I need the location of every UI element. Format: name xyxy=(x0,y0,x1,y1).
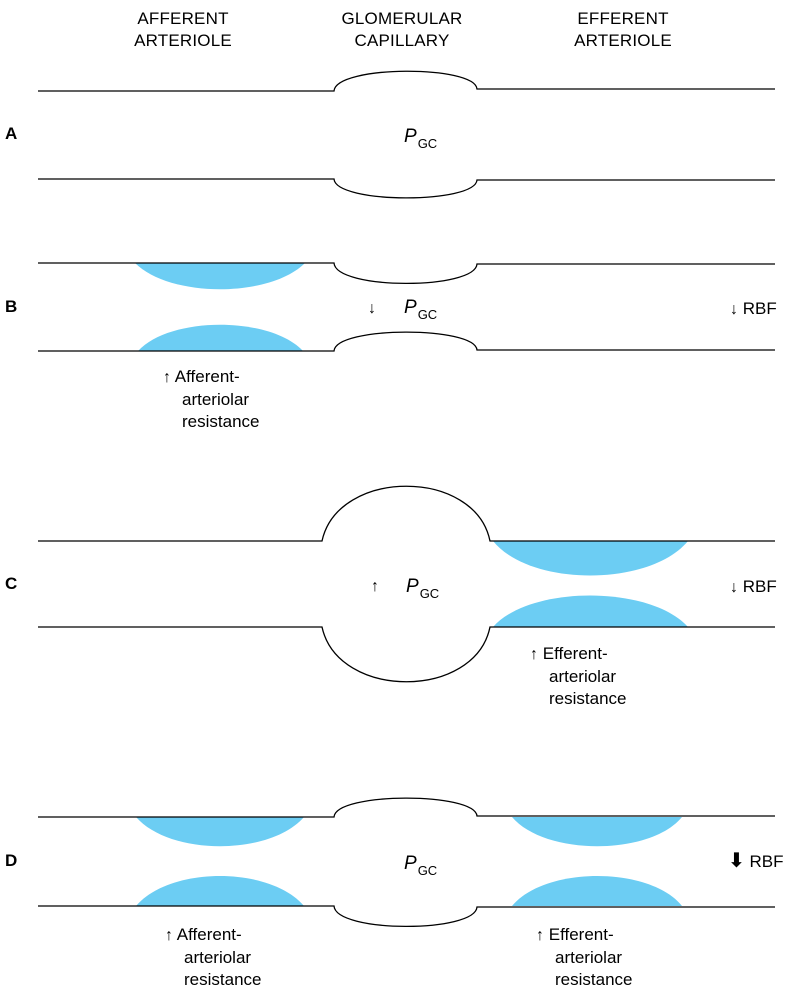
panel-b-rbf-label: ↓ RBF xyxy=(730,298,777,321)
panel-d-efferent-constriction-top xyxy=(512,817,682,847)
panel-d-letter: D xyxy=(5,851,18,870)
panel-c-letter: C xyxy=(5,574,18,593)
panel-d-afferent-constriction-bottom xyxy=(136,876,304,906)
panel-c-pgc-label: PGC xyxy=(406,576,439,601)
efferent-header-line1: EFFERENT xyxy=(577,9,669,28)
glomerular-header-line1: GLOMERULAR xyxy=(341,9,463,28)
pgc-symbol: P xyxy=(404,297,417,318)
panel-b-afferent-note-line3: resistance xyxy=(182,412,260,431)
panel-d-vessel xyxy=(38,797,775,928)
panel-b-bottom-wall xyxy=(38,331,775,352)
panel-a-letter: A xyxy=(5,124,18,143)
panel-a-pgc-label: PGC xyxy=(404,126,437,151)
panel-b-letter: B xyxy=(5,297,18,316)
panel-c-vessel xyxy=(38,485,775,683)
panel-c-efferent-resistance-note: ↑ Efferent- arteriolar resistance xyxy=(530,643,626,710)
pgc-subscript: GC xyxy=(419,586,440,601)
panel-c-efferent-note-line1: ↑ Efferent- xyxy=(530,644,608,663)
panel-d-efferent-note-line2: arteriolar xyxy=(555,948,623,967)
afferent-header-line2: ARTERIOLE xyxy=(134,31,232,50)
panel-c-rbf-text: RBF xyxy=(742,577,777,596)
pgc-symbol: P xyxy=(406,576,419,597)
panel-b-afferent-constriction-top xyxy=(135,263,305,290)
panel-d-efferent-note-line1: ↑ Efferent- xyxy=(536,925,614,944)
panel-c-top-wall xyxy=(38,485,775,542)
pgc-symbol: P xyxy=(404,126,417,147)
panel-d-rbf-label: ⬇ RBF xyxy=(728,850,784,873)
panel-c-rbf-label: ↓ RBF xyxy=(730,576,777,599)
panel-b-vessel xyxy=(38,262,775,352)
panel-b-pgc-label: PGC xyxy=(404,297,437,322)
panel-d-afferent-constriction-top xyxy=(136,817,304,847)
panel-d-rbf-large-decrease-arrow: ⬇ xyxy=(728,850,745,872)
panel-d-efferent-constriction-bottom xyxy=(512,876,682,906)
panel-c-efferent-constriction-bottom xyxy=(493,595,688,627)
panel-b-afferent-constriction-bottom xyxy=(138,324,303,351)
panel-d-efferent-resistance-note: ↑ Efferent- arteriolar resistance xyxy=(536,924,632,991)
panel-b-top-wall xyxy=(38,262,775,285)
panel-b-afferent-note-line1: ↑ Afferent- xyxy=(163,367,240,386)
panel-b-rbf-decrease-arrow: ↓ xyxy=(730,301,738,318)
panel-b-afferent-resistance-note: ↑ Afferent- arteriolar resistance xyxy=(163,366,259,433)
panel-d-afferent-resistance-note: ↑ Afferent- arteriolar resistance xyxy=(165,924,261,991)
panel-a-vessel xyxy=(38,70,775,199)
glomerular-header-line2: CAPILLARY xyxy=(354,31,450,50)
panel-b-afferent-note-line2: arteriolar xyxy=(182,390,250,409)
efferent-increase-arrow: ↑ xyxy=(536,927,544,944)
pgc-symbol: P xyxy=(404,853,417,874)
panel-a-top-wall xyxy=(38,70,775,92)
panel-c-efferent-note-line2: arteriolar xyxy=(549,667,617,686)
efferent-increase-arrow: ↑ xyxy=(530,646,538,663)
panel-d-efferent-note-line3: resistance xyxy=(555,970,633,989)
efferent-header-line2: ARTERIOLE xyxy=(574,31,672,50)
afferent-arteriole-header: AFFERENT ARTERIOLE xyxy=(108,8,258,52)
panel-c-bottom-wall xyxy=(38,626,775,683)
pgc-subscript: GC xyxy=(417,863,438,878)
pgc-subscript: GC xyxy=(417,136,438,151)
panel-d-afferent-note-line2: arteriolar xyxy=(184,948,252,967)
panel-c-efferent-note-line3: resistance xyxy=(549,689,627,708)
panel-d-afferent-note-line3: resistance xyxy=(184,970,262,989)
panel-b-rbf-text: RBF xyxy=(742,299,777,318)
panel-c-rbf-decrease-arrow: ↓ xyxy=(730,579,738,596)
efferent-arteriole-header: EFFERENT ARTERIOLE xyxy=(548,8,698,52)
panel-b-pgc-decrease-arrow: ↓ xyxy=(368,300,376,317)
pgc-subscript: GC xyxy=(417,307,438,322)
afferent-increase-arrow: ↑ xyxy=(165,927,173,944)
panel-d-afferent-note-line1: ↑ Afferent- xyxy=(165,925,242,944)
panel-a-bottom-wall xyxy=(38,178,775,199)
afferent-header-line1: AFFERENT xyxy=(137,9,229,28)
panel-d-pgc-label: PGC xyxy=(404,853,437,878)
panel-c-pgc-increase-arrow: ↑ xyxy=(371,578,379,595)
glomerular-capillary-header: GLOMERULAR CAPILLARY xyxy=(322,8,482,52)
afferent-increase-arrow: ↑ xyxy=(163,369,171,386)
panel-d-bottom-wall xyxy=(38,905,775,928)
panel-d-top-wall xyxy=(38,797,775,818)
panel-d-rbf-text: RBF xyxy=(749,852,784,871)
panel-c-efferent-constriction-top xyxy=(493,541,688,576)
